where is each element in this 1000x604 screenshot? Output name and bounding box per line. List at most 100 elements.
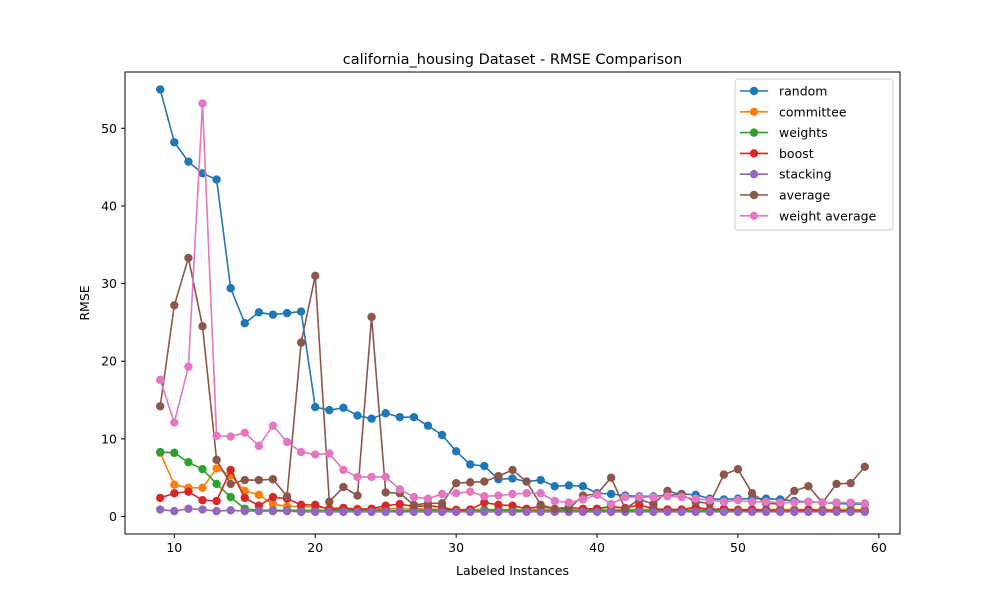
data-point-weight-average [536, 489, 545, 498]
data-point-stacking [367, 507, 376, 517]
data-point-boost [311, 500, 320, 510]
data-point-weights [226, 492, 235, 502]
legend-label: random [779, 84, 827, 99]
data-point-stacking [663, 507, 672, 517]
data-point-boost [395, 499, 404, 509]
data-point-average [804, 482, 813, 491]
y-axis-label: RMSE [77, 285, 92, 320]
x-tick-label: 50 [730, 540, 746, 555]
data-point-weight-average [508, 489, 517, 499]
data-point-average [296, 338, 306, 347]
data-point-average [719, 470, 729, 479]
data-point-random [550, 482, 559, 491]
data-point-average [451, 478, 461, 488]
legend-marker [749, 107, 759, 117]
data-point-weights [198, 464, 207, 474]
data-point-stacking [494, 507, 503, 517]
data-point-boost [170, 489, 179, 498]
legend-item-random: random [740, 84, 827, 99]
data-point-weight-average [691, 494, 700, 503]
data-point-random [578, 482, 588, 491]
data-point-average [325, 497, 334, 506]
legend-marker [749, 128, 759, 137]
data-point-weight-average [747, 497, 757, 506]
series-weight-average [156, 99, 869, 509]
data-point-random [381, 409, 390, 418]
data-point-average [409, 500, 419, 510]
data-point-weight-average [367, 472, 376, 482]
data-point-boost [494, 500, 503, 510]
data-point-stacking [606, 507, 616, 517]
data-point-weight-average [719, 497, 729, 506]
data-point-stacking [649, 507, 658, 517]
data-point-stacking [761, 507, 771, 517]
data-point-boost [226, 465, 235, 475]
data-point-stacking [677, 507, 686, 517]
x-axis-label: Labeled Instances [456, 563, 569, 578]
data-point-stacking [381, 507, 390, 517]
data-point-stacking [832, 507, 841, 517]
data-point-stacking [635, 507, 644, 517]
data-point-stacking [184, 504, 193, 513]
legend-label: committee [779, 104, 847, 119]
data-point-weight-average [395, 485, 404, 494]
data-point-weight-average [494, 491, 503, 500]
data-point-average [367, 312, 376, 322]
data-point-weights [156, 447, 165, 457]
data-point-average [790, 486, 799, 496]
data-point-boost [184, 487, 193, 496]
data-point-random [212, 175, 221, 184]
data-point-average [240, 475, 249, 485]
data-point-random [536, 475, 545, 485]
data-point-stacking [296, 507, 306, 517]
data-point-stacking [508, 507, 517, 517]
data-point-stacking [466, 507, 475, 517]
data-point-random [240, 318, 249, 328]
data-point-stacking [212, 506, 221, 516]
data-point-average [466, 478, 475, 487]
data-point-average [621, 504, 630, 513]
data-point-stacking [578, 507, 588, 517]
data-point-average [733, 464, 743, 474]
data-point-weight-average [649, 492, 658, 502]
data-point-stacking [170, 506, 179, 516]
data-point-stacking [747, 507, 757, 517]
data-point-weight-average [311, 450, 320, 459]
data-point-average [254, 475, 264, 485]
legend: random committee weights boost stacking avera… [734, 78, 894, 231]
legend-item-stacking: stacking [740, 167, 832, 182]
data-point-weight-average [282, 437, 292, 447]
data-point-stacking [818, 507, 827, 517]
data-point-stacking [719, 507, 729, 517]
data-point-weight-average [254, 441, 264, 451]
legend-marker [749, 170, 759, 179]
data-point-stacking [325, 507, 334, 517]
data-point-random [226, 284, 235, 293]
data-point-stacking [705, 507, 714, 517]
series-layer [156, 85, 869, 517]
data-point-weight-average [184, 362, 193, 371]
data-point-average [832, 479, 841, 489]
data-point-boost [156, 493, 165, 503]
data-point-random [423, 421, 433, 430]
data-point-committee [268, 499, 278, 509]
data-point-weight-average [339, 465, 348, 475]
y-axis-ticks: 0 10 20 30 40 50 [101, 121, 125, 524]
data-point-average [550, 504, 559, 513]
data-point-average [184, 253, 193, 263]
data-point-weights [184, 457, 193, 467]
data-point-weight-average [451, 489, 461, 498]
data-point-stacking [409, 507, 419, 517]
legend-marker [749, 190, 759, 200]
y-tick-label: 10 [101, 431, 117, 446]
legend-label: weight average [779, 208, 877, 223]
chart-title: california_housing Dataset - RMSE Compar… [343, 52, 682, 68]
data-point-weights [212, 479, 221, 489]
data-point-stacking [451, 507, 461, 517]
data-point-random [156, 85, 165, 94]
data-point-committee [212, 464, 221, 473]
data-point-weight-average [860, 499, 869, 508]
data-point-weight-average [325, 449, 334, 458]
data-point-random [466, 460, 475, 469]
